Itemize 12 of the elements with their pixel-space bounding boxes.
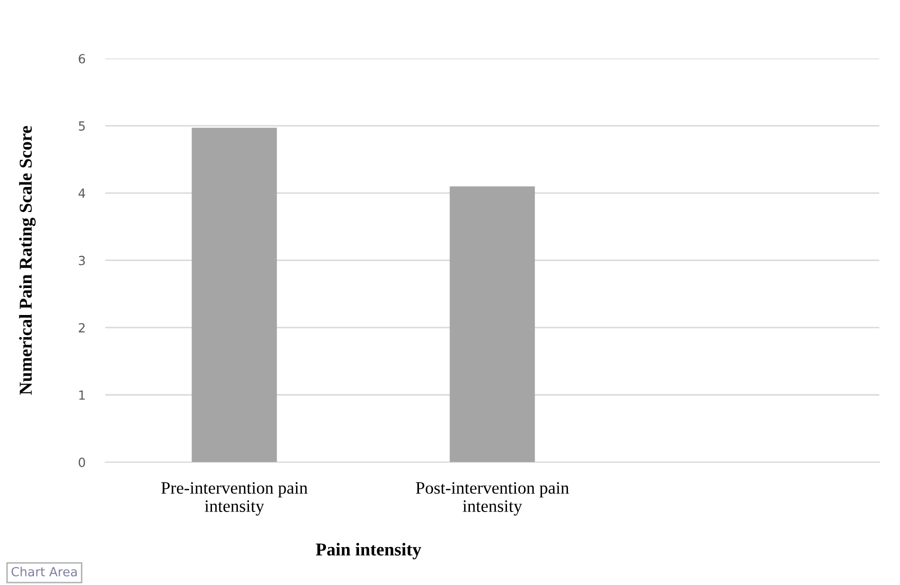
y-tick-label: 6 (78, 54, 86, 64)
y-tick-label: 1 (79, 390, 85, 400)
y-tick-label: 2 (78, 323, 85, 332)
x-tick-label: Post-intervention pain intensity (416, 482, 569, 516)
y-tick-label: 0 (78, 458, 86, 468)
y-tick-label: 5 (78, 121, 85, 131)
text: Chart Area (12, 566, 77, 576)
y-axis-title: Numerical Pain Rating Scale Score (19, 126, 36, 395)
y-tick-label: 3 (78, 256, 85, 266)
x-axis-title: Pain intensity (316, 542, 422, 560)
x-tick-label: Pre-intervention pain intensity (161, 482, 308, 516)
y-tick-label: 4 (78, 188, 86, 198)
